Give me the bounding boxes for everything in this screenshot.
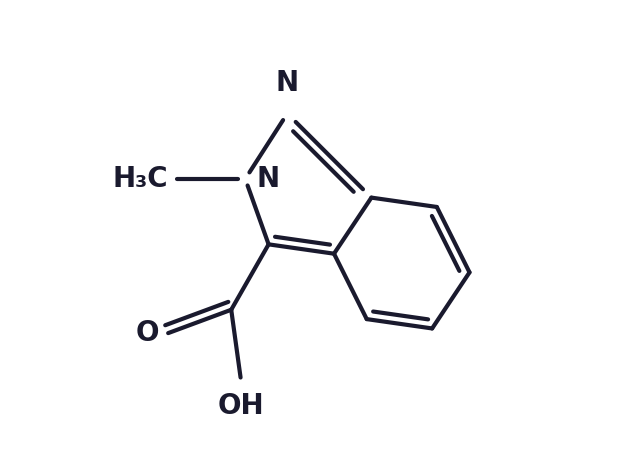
- Text: N: N: [257, 165, 280, 193]
- Text: O: O: [135, 319, 159, 347]
- Text: N: N: [276, 69, 299, 97]
- Text: OH: OH: [217, 392, 264, 420]
- Text: H₃C: H₃C: [113, 165, 168, 193]
